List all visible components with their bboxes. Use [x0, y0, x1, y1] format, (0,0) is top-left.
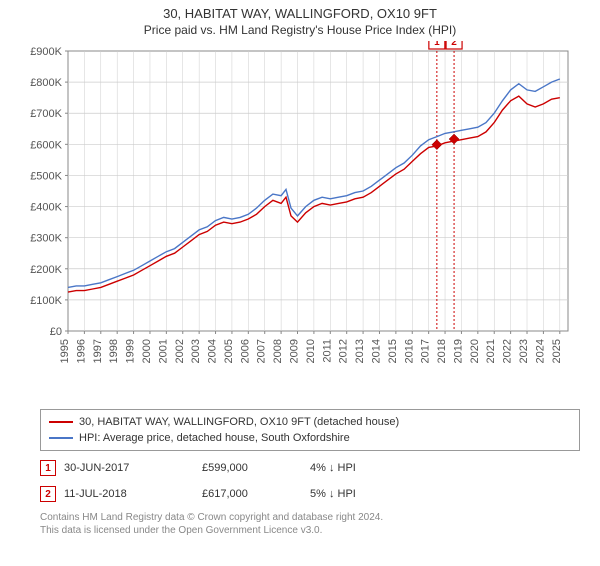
svg-text:£300K: £300K	[30, 233, 62, 245]
svg-text:2014: 2014	[370, 339, 382, 363]
table-row: 2 11-JUL-2018 £617,000 5% ↓ HPI	[40, 481, 580, 507]
footer-attribution: Contains HM Land Registry data © Crown c…	[40, 511, 580, 537]
svg-text:2023: 2023	[518, 339, 530, 363]
table-row: 1 30-JUN-2017 £599,000 4% ↓ HPI	[40, 455, 580, 481]
svg-text:2003: 2003	[190, 339, 202, 363]
footer-line-1: Contains HM Land Registry data © Crown c…	[40, 511, 580, 524]
svg-text:£500K: £500K	[30, 170, 62, 182]
svg-text:2004: 2004	[207, 339, 219, 363]
svg-text:2019: 2019	[452, 339, 464, 363]
svg-text:2013: 2013	[354, 339, 366, 363]
svg-text:2025: 2025	[551, 339, 563, 363]
svg-text:1997: 1997	[92, 339, 104, 363]
footer-line-2: This data is licensed under the Open Gov…	[40, 524, 580, 537]
svg-text:1996: 1996	[75, 339, 87, 363]
svg-text:1999: 1999	[125, 339, 137, 363]
svg-text:1: 1	[434, 41, 440, 48]
svg-text:2012: 2012	[338, 339, 350, 363]
svg-text:2008: 2008	[272, 339, 284, 363]
chart-svg: £0 £100K £200K £300K £400K £500K £600K £700K £80…	[20, 41, 580, 401]
svg-text:2009: 2009	[289, 339, 301, 363]
transaction-pct: 4% ↓ HPI	[310, 462, 430, 474]
svg-text:£900K: £900K	[30, 46, 62, 58]
svg-text:2018: 2018	[436, 339, 448, 363]
svg-text:2007: 2007	[256, 339, 268, 363]
line-chart: £0 £100K £200K £300K £400K £500K £600K £700K £80…	[20, 41, 580, 401]
chart-title: 30, HABITAT WAY, WALLINGFORD, OX10 9FT	[0, 6, 600, 21]
svg-text:2000: 2000	[141, 339, 153, 363]
svg-text:2015: 2015	[387, 339, 399, 363]
transaction-price: £617,000	[202, 488, 302, 500]
legend-label: 30, HABITAT WAY, WALLINGFORD, OX10 9FT (…	[79, 414, 399, 430]
transaction-price: £599,000	[202, 462, 302, 474]
svg-text:2021: 2021	[485, 339, 497, 363]
legend-label: HPI: Average price, detached house, Sout…	[79, 430, 350, 446]
transaction-badge: 1	[40, 460, 56, 476]
svg-text:2: 2	[451, 41, 457, 48]
legend: 30, HABITAT WAY, WALLINGFORD, OX10 9FT (…	[40, 409, 580, 451]
svg-text:2016: 2016	[403, 339, 415, 363]
transaction-badge: 2	[40, 486, 56, 502]
svg-text:£0: £0	[50, 326, 62, 338]
svg-text:£600K: £600K	[30, 139, 62, 151]
svg-text:£400K: £400K	[30, 202, 62, 214]
svg-text:2006: 2006	[239, 339, 251, 363]
transaction-date: 11-JUL-2018	[64, 488, 194, 500]
svg-text:£100K: £100K	[30, 295, 62, 307]
svg-text:2002: 2002	[174, 339, 186, 363]
svg-text:2011: 2011	[321, 339, 333, 363]
svg-text:2022: 2022	[502, 339, 514, 363]
transaction-pct: 5% ↓ HPI	[310, 488, 430, 500]
chart-subtitle: Price paid vs. HM Land Registry's House …	[0, 23, 600, 37]
legend-item: HPI: Average price, detached house, Sout…	[49, 430, 571, 446]
svg-text:2024: 2024	[534, 339, 546, 363]
legend-swatch	[49, 421, 73, 423]
svg-text:2017: 2017	[420, 339, 432, 363]
transactions-table: 1 30-JUN-2017 £599,000 4% ↓ HPI 2 11-JUL-2018…	[40, 455, 580, 507]
svg-text:£200K: £200K	[30, 264, 62, 276]
legend-item: 30, HABITAT WAY, WALLINGFORD, OX10 9FT (…	[49, 414, 571, 430]
svg-text:£800K: £800K	[30, 77, 62, 89]
svg-text:2010: 2010	[305, 339, 317, 363]
transaction-date: 30-JUN-2017	[64, 462, 194, 474]
svg-text:1998: 1998	[108, 339, 120, 363]
legend-swatch	[49, 437, 73, 439]
svg-text:2020: 2020	[469, 339, 481, 363]
svg-text:1995: 1995	[59, 339, 71, 363]
svg-text:2005: 2005	[223, 339, 235, 363]
svg-text:2001: 2001	[157, 339, 169, 363]
svg-text:£700K: £700K	[30, 108, 62, 120]
